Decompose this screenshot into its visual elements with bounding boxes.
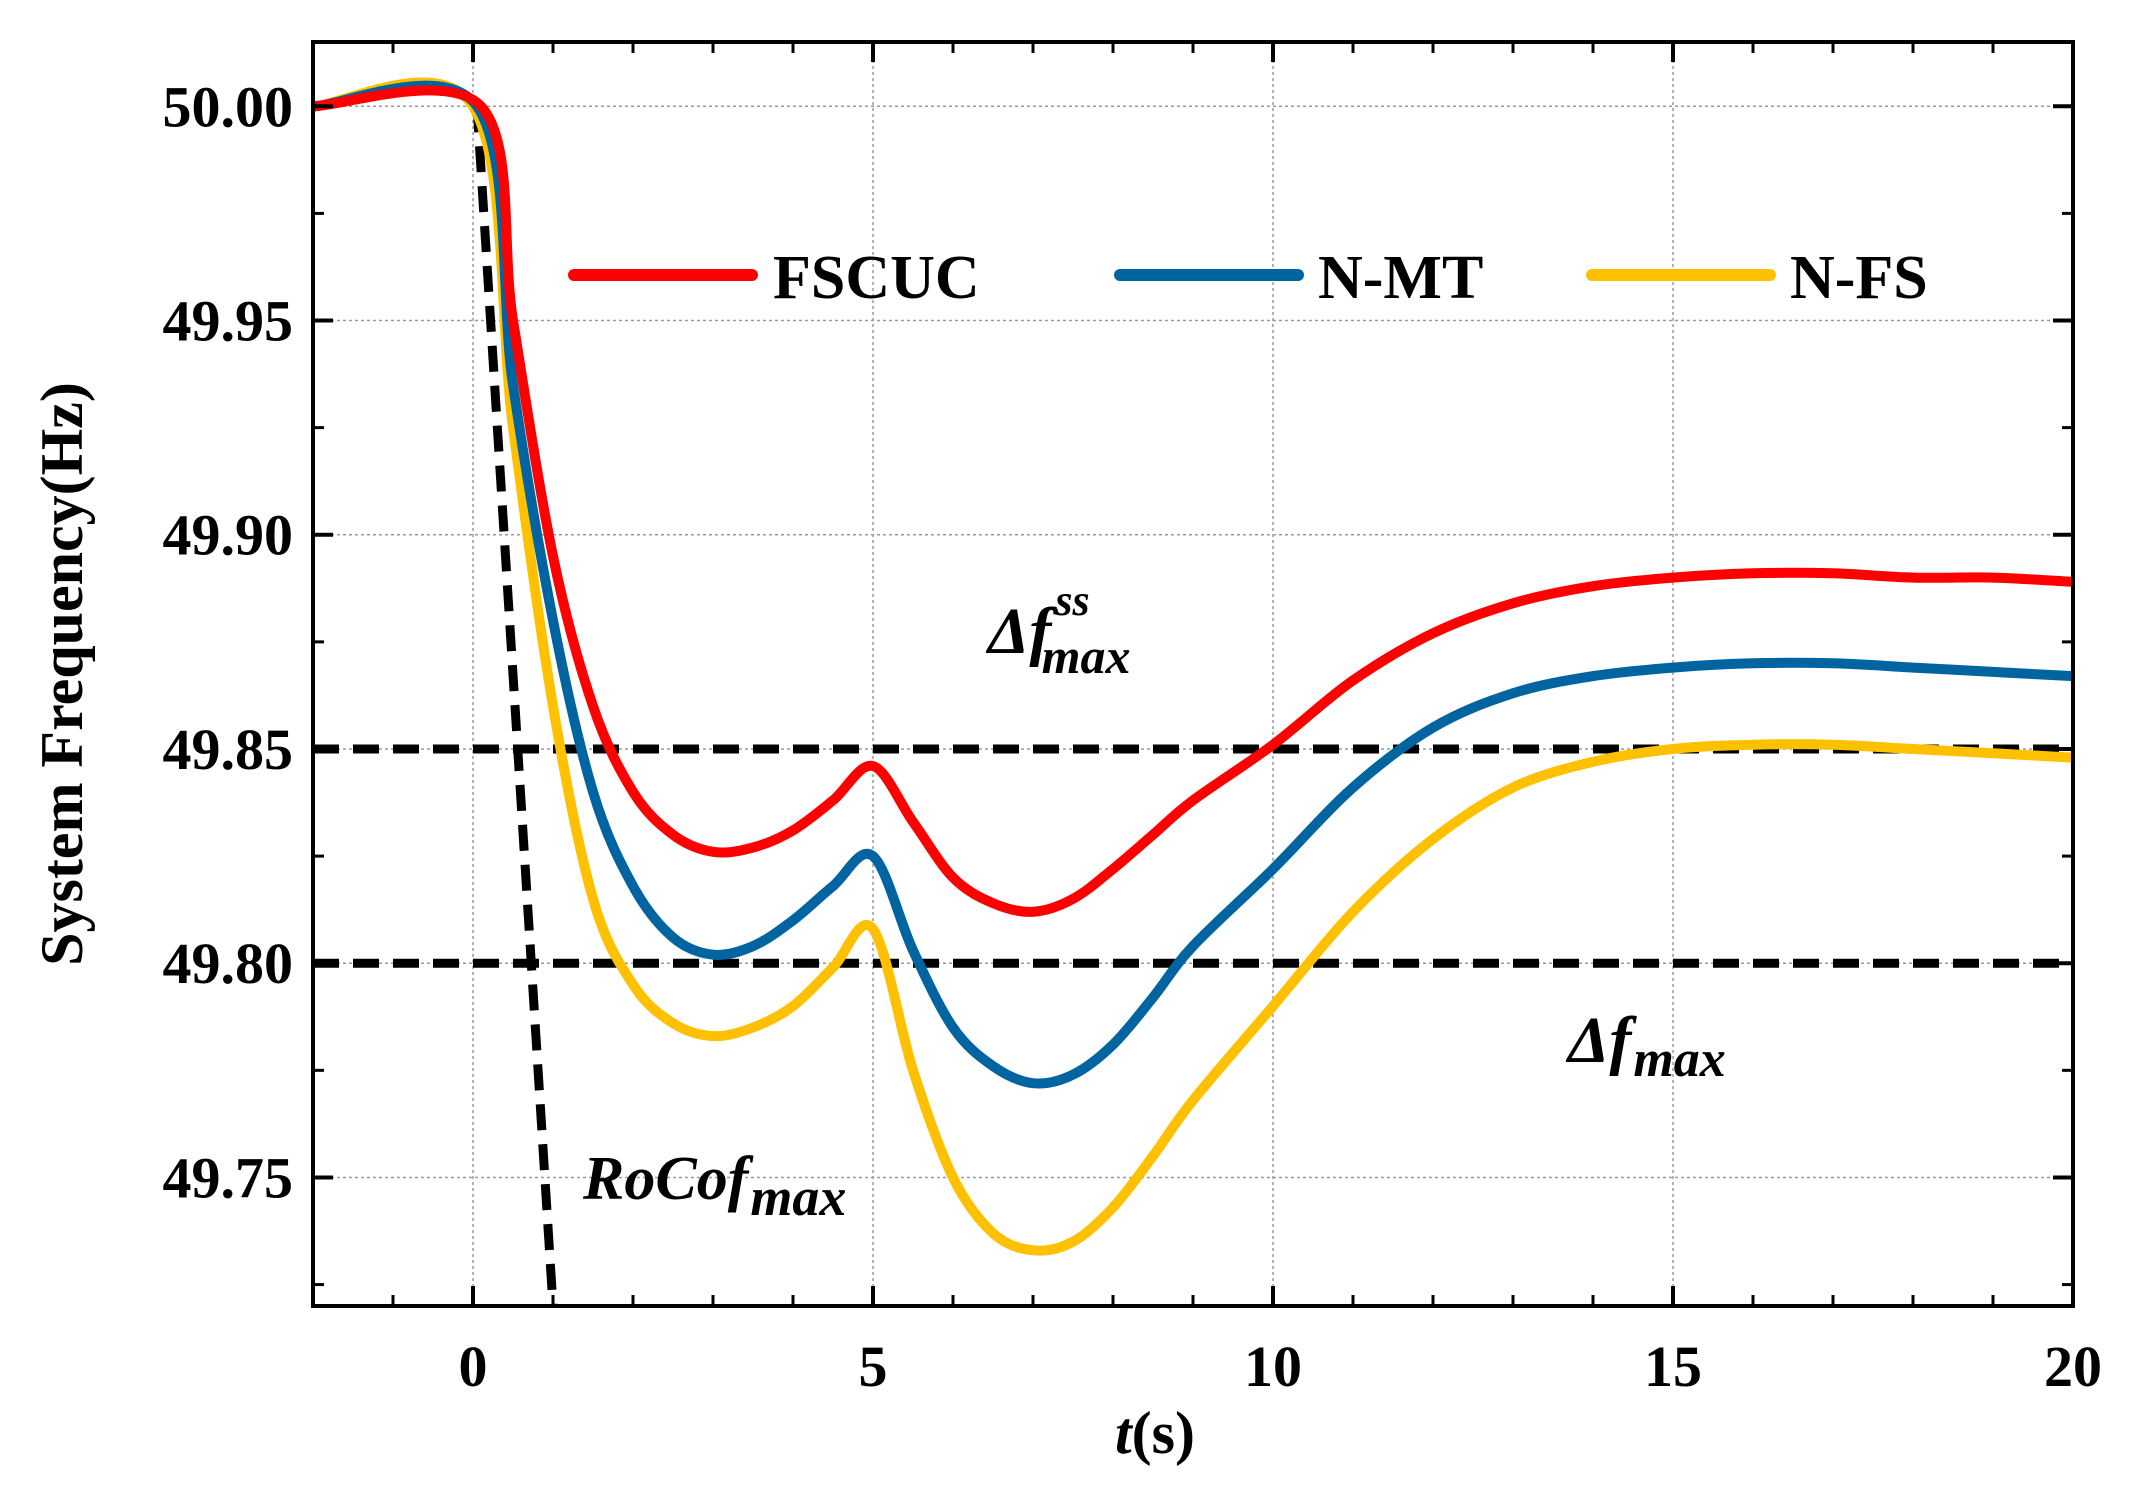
y-tick-label: 49.95 [163,289,294,354]
x-tick-label: 20 [2044,1334,2102,1399]
series-line-fscuc [313,85,2073,917]
x-axis-title-unit: (s) [1132,1400,1195,1466]
x-axis-title: t(s) [1115,1400,1195,1466]
y-tick-label: 49.90 [163,503,294,568]
x-tick-labels: 0 5 10 15 20 [459,1334,2103,1399]
series-line-n-fs [313,77,2073,1256]
series-lines [313,77,2073,1256]
x-tick-label: 5 [859,1334,888,1399]
rocof-max-line [472,105,558,1306]
legend: FSCUC N-MT N-FS [568,244,1928,312]
y-tick-label: 49.75 [163,1145,294,1210]
ticks [311,42,2075,1306]
legend-label-n-fs: N-FS [1790,244,1928,312]
y-axis-title: System Frequency(Hz) [29,382,95,966]
series-line-n-mt [313,80,2073,1089]
delta-f-ss-max-annotation: Δfss max [985,576,1131,684]
y-tick-label: 50.00 [163,74,294,139]
legend-label-n-mt: N-MT [1318,244,1483,312]
delta-f-max-annotation: Δfmax [1565,1004,1726,1088]
x-tick-label: 15 [1644,1334,1702,1399]
x-axis-title-italic: t [1115,1400,1134,1466]
x-tick-label: 10 [1244,1334,1302,1399]
y-tick-labels: 49.75 49.80 49.85 49.90 49.95 50.00 [163,74,294,1210]
x-tick-label: 0 [459,1334,488,1399]
y-tick-label: 49.85 [163,717,294,782]
rocof-max-annotation: RoCofmax [582,1145,846,1227]
legend-label-fscuc: FSCUC [773,244,980,312]
y-tick-label: 49.80 [163,931,294,996]
